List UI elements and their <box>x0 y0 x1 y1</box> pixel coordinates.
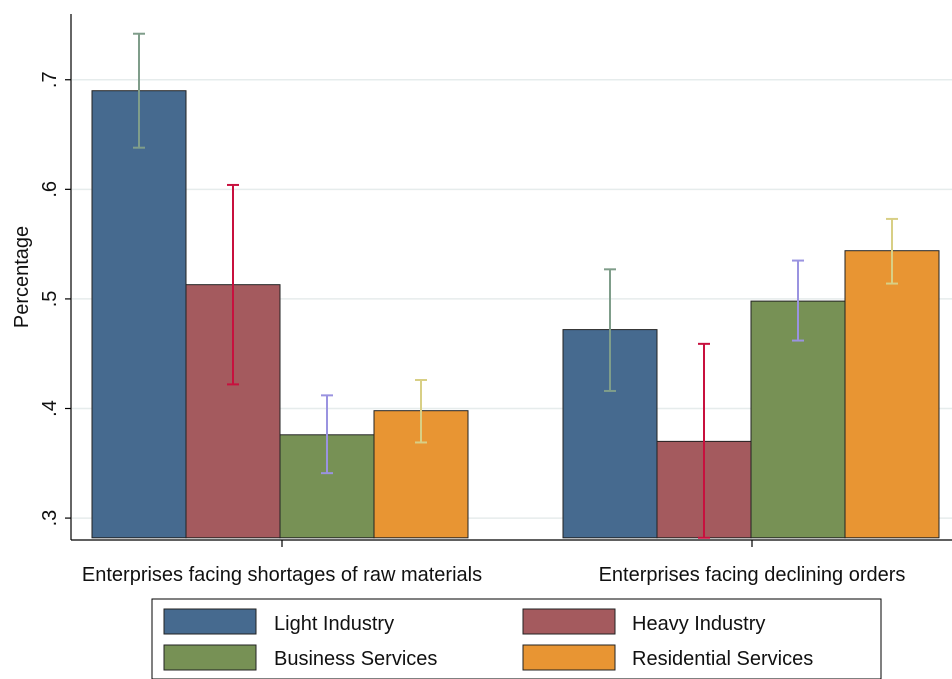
y-axis-title: Percentage <box>11 226 33 328</box>
error-bar-1-1 <box>698 342 710 539</box>
legend-label-heavy-industry: Heavy Industry <box>632 613 765 635</box>
y-tick-label-0: .3 <box>39 510 61 527</box>
error-bar-1-0 <box>227 183 239 386</box>
legend-swatch-residential-services <box>522 644 616 671</box>
legend-box <box>151 598 882 679</box>
y-tick-label-2: .5 <box>39 291 61 308</box>
legend-swatch-heavy-industry <box>522 608 616 635</box>
bars <box>91 90 940 539</box>
error-bar-3-1 <box>886 217 898 285</box>
bar-1-0 <box>185 284 281 539</box>
error-bar-0-0 <box>133 32 145 149</box>
error-bars <box>133 32 898 539</box>
y-tick-label-3: .6 <box>39 181 61 198</box>
x-category-label-0: Enterprises facing shortages of raw mate… <box>82 564 482 586</box>
y-tick-label-4: .7 <box>39 71 61 88</box>
error-bar-0-1 <box>604 268 616 392</box>
error-bar-3-0 <box>415 379 427 444</box>
legend-label-business-services: Business Services <box>274 648 437 670</box>
axes: .3 .4 .5 .6 .7 <box>39 14 952 547</box>
bar-0-0 <box>91 90 187 539</box>
bar-3-1 <box>844 250 940 539</box>
legend-label-residential-services: Residential Services <box>632 648 813 670</box>
legend-label-light-industry: Light Industry <box>274 613 394 635</box>
legend-swatch-business-services <box>163 644 257 671</box>
legend-swatch-light-industry <box>163 608 257 635</box>
y-tick-label-1: .4 <box>39 400 61 417</box>
error-bar-2-1 <box>792 259 804 342</box>
error-bar-2-0 <box>321 394 333 475</box>
x-category-label-1: Enterprises facing declining orders <box>599 564 906 586</box>
legend: Light Industry Heavy Industry Business S… <box>151 598 882 679</box>
